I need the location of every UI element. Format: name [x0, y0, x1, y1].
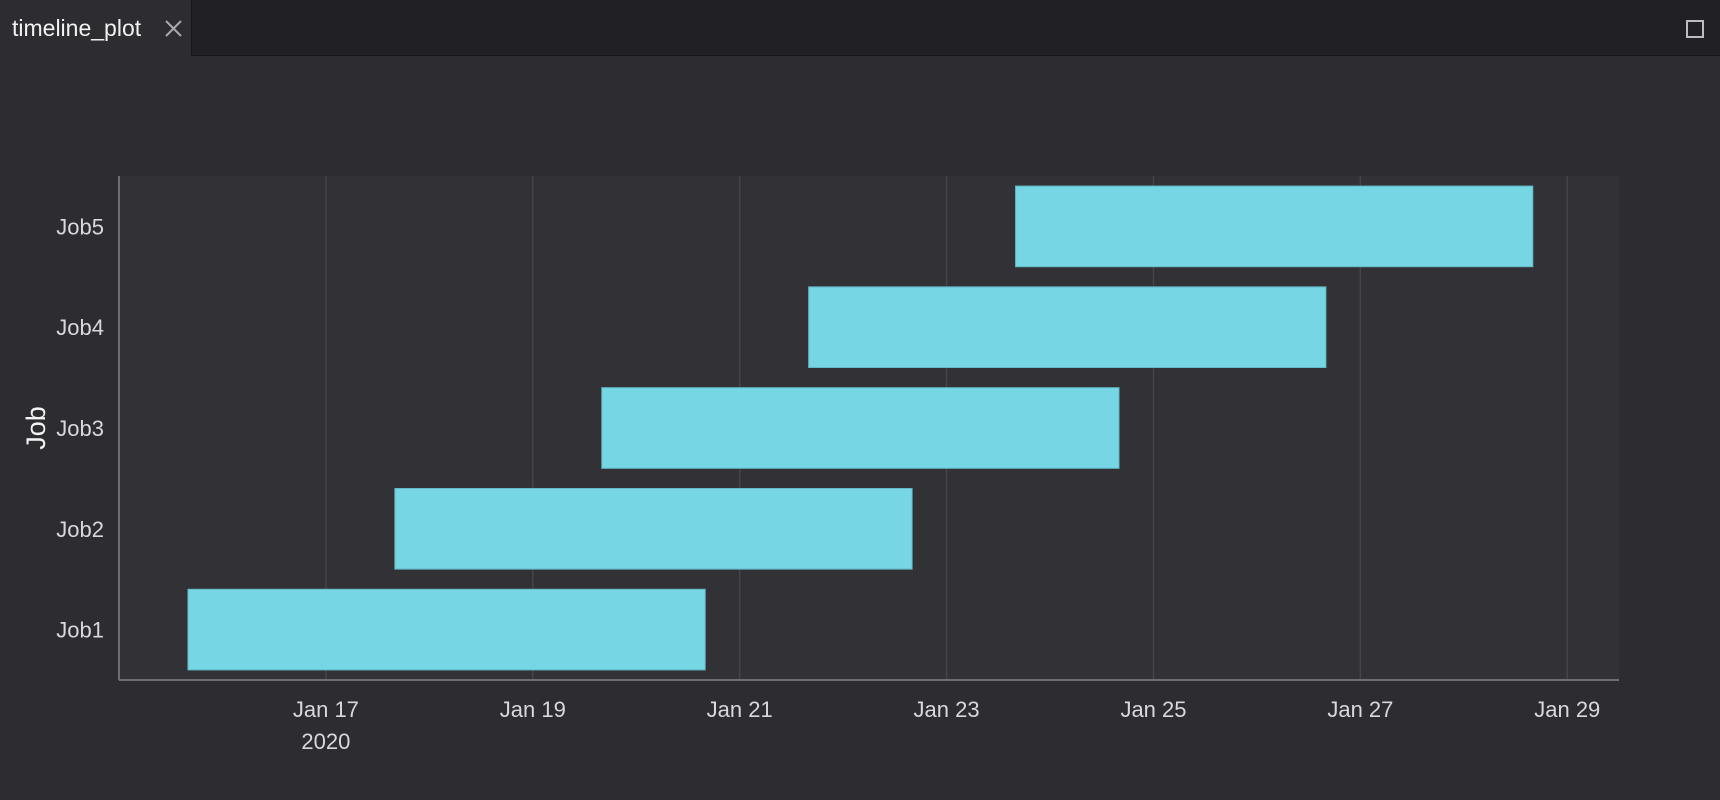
tab-bar: timeline_plot: [0, 0, 1720, 56]
plot-area: Jan 17 2020 Jan 19 Jan 21 Jan 23 Jan 25 Jan 27…: [0, 56, 1720, 800]
bar-job1[interactable]: [187, 588, 706, 671]
x-tick-label-0: Jan 17: [293, 697, 359, 722]
x-tick-label-1: Jan 19: [500, 697, 566, 722]
x-tick-sublabel-0: 2020: [301, 729, 350, 754]
tab-timeline-plot[interactable]: timeline_plot: [0, 0, 192, 56]
bar-job3[interactable]: [601, 387, 1120, 469]
close-icon[interactable]: [164, 19, 183, 38]
y-tick-label-job5: Job5: [56, 214, 104, 239]
bar-job2[interactable]: [394, 487, 913, 570]
y-tick-label-job1: Job1: [56, 618, 104, 643]
x-tick-label-3: Jan 23: [914, 697, 980, 722]
maximize-icon[interactable]: [1686, 20, 1704, 38]
x-tick-label-5: Jan 27: [1327, 697, 1393, 722]
timeline-chart: Jan 17 2020 Jan 19 Jan 21 Jan 23 Jan 25 Jan 27…: [21, 176, 1619, 754]
x-tick-label-2: Jan 21: [707, 697, 773, 722]
y-tick-label-job4: Job4: [56, 315, 104, 340]
y-tick-label-job2: Job2: [56, 517, 104, 542]
y-axis-title: Job: [21, 406, 51, 450]
bar-job4[interactable]: [808, 286, 1327, 369]
x-tick-label-4: Jan 25: [1120, 697, 1186, 722]
x-tick-label-6: Jan 29: [1534, 697, 1600, 722]
bar-job5[interactable]: [1015, 185, 1534, 268]
tab-label: timeline_plot: [12, 14, 142, 41]
y-tick-label-job3: Job3: [56, 416, 104, 441]
